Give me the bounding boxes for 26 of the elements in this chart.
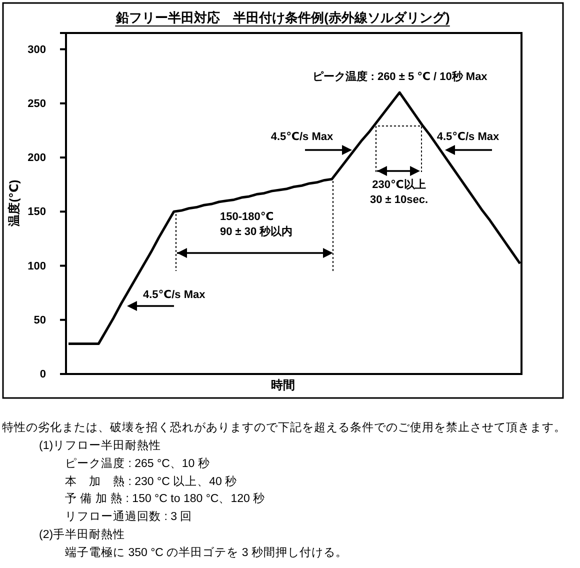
annotation: 4.5℃/s Max xyxy=(436,131,500,143)
text: 特性の劣化または、破壊を招く恐れがありますので下記を超える条件でのご使用を禁止させて頂きます。 xyxy=(2,421,566,434)
text: ピーク温度 : 265 °C、10 秒 xyxy=(65,456,210,470)
text: リフロー通過回数 : 3 回 xyxy=(65,510,192,523)
text: 本 加 熱 : 230 °C 以上、40 秒 xyxy=(65,475,238,488)
y-tick-label: 150 xyxy=(28,206,46,218)
y-tick-label: 100 xyxy=(28,260,46,272)
chart-title: 鉛フリー半田対応 半田付け条件例(赤外線ソルダリング) xyxy=(115,10,450,25)
annotation: 230℃以上 xyxy=(372,178,426,191)
annotation: 4.5℃/s Max xyxy=(270,131,334,143)
y-tick-label: 0 xyxy=(40,368,46,381)
text: 端子電極に 350 °C の半田ゴテを 3 秒間押し付ける。 xyxy=(65,546,348,559)
y-tick-label: 200 xyxy=(28,152,46,164)
y-tick-label: 50 xyxy=(34,314,46,326)
y-axis-title: 温度(℃) xyxy=(7,180,21,228)
x-axis-title: 時間 xyxy=(271,378,295,392)
text: 予 備 加 熱 : 150 °C to 180 °C、120 秒 xyxy=(65,492,266,505)
annotation: 30 ± 10sec. xyxy=(370,194,428,206)
annotation: 4.5℃/s Max xyxy=(143,289,206,301)
annotation: ピーク温度 : 260 ± 5 ℃ / 10秒 Max xyxy=(312,70,488,83)
annotation: 90 ± 30 秒以内 xyxy=(220,225,293,238)
y-tick-label: 250 xyxy=(28,98,46,110)
text: (2)手半田耐熱性 xyxy=(39,527,126,541)
annotation: 150-180℃ xyxy=(220,211,274,223)
text: (1)リフロー半田耐熱性 xyxy=(39,439,162,452)
y-tick-label: 300 xyxy=(28,44,46,56)
